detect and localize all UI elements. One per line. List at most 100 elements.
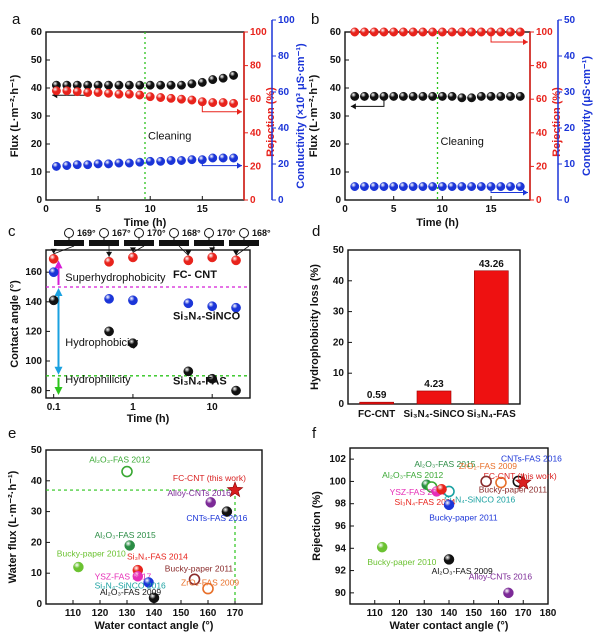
data-point	[457, 93, 467, 103]
y-tick-label: 96	[335, 521, 347, 532]
category-label: Si₃N₄-FAS	[467, 409, 516, 420]
data-point	[166, 93, 176, 103]
droplet	[239, 228, 249, 238]
arrowhead	[523, 39, 528, 45]
data-point	[83, 160, 93, 170]
data-point	[48, 295, 59, 306]
data-point	[467, 93, 477, 103]
y3-tick-label: 20	[278, 159, 290, 170]
data-point	[376, 541, 388, 553]
bar	[416, 390, 452, 405]
point-label: Bucky-paper 2011	[479, 485, 548, 495]
arrowhead	[185, 250, 192, 256]
panel-letter: f	[312, 425, 317, 442]
point-label: ZrO₂-FAS 2009	[459, 461, 517, 471]
y-tick-label: 10	[31, 167, 43, 178]
data-point	[51, 86, 61, 96]
y2-tick-label: 100	[250, 27, 267, 38]
substrate-bar	[159, 240, 189, 246]
point-label: Al₂O₃-FAS 2009	[100, 587, 161, 597]
droplet-angle: 169°	[77, 228, 96, 238]
panel-d: d 0 10 20 30 40 50 Hydrophobicity loss (%) 0.59 F…	[309, 223, 521, 420]
data-point	[231, 385, 241, 396]
data-point	[104, 88, 113, 98]
x-tick-label: 110	[367, 608, 384, 619]
data-point	[360, 182, 369, 192]
data-point	[496, 182, 506, 192]
bar-value-label: 43.26	[479, 259, 504, 270]
y-tick-label: 0	[338, 399, 344, 410]
y-tick-label: 50	[31, 55, 43, 66]
x-tick-label: 150	[173, 608, 190, 619]
data-point	[229, 153, 239, 163]
point-label: Si₃N₄-SiNCO 2016	[95, 581, 166, 591]
substrate-bar	[194, 240, 224, 246]
droplet-pointer	[235, 245, 250, 256]
y-tick-label: 160	[25, 267, 42, 278]
point-label: YSZ-FAS 2017	[95, 571, 152, 581]
data-point	[207, 301, 218, 312]
data-point	[369, 27, 379, 37]
star-marker	[514, 473, 532, 490]
panel-letter: e	[8, 425, 16, 442]
data-point	[218, 98, 228, 108]
data-point	[93, 159, 103, 169]
y3-tick-label: 40	[278, 123, 290, 134]
arrowhead	[237, 108, 242, 115]
y-tick-label: 30	[31, 111, 43, 122]
data-point	[48, 254, 59, 264]
data-point	[476, 91, 486, 101]
point-label: Bucky-paper 2011	[429, 512, 498, 522]
arrowhead	[54, 260, 63, 269]
data-point	[428, 27, 438, 37]
droplet-pointer	[53, 245, 75, 255]
arrowhead	[209, 247, 216, 253]
y-tick-label: 30	[333, 307, 345, 318]
y3-tick-label: 80	[278, 51, 290, 62]
data-point	[177, 156, 186, 165]
data-point	[208, 75, 218, 85]
data-point	[145, 156, 155, 166]
y-tick-label: 50	[333, 245, 345, 256]
point-label: Si₃N₄-FAS 2014	[395, 497, 456, 507]
data-point	[187, 95, 197, 105]
data-point	[166, 80, 176, 90]
data-point	[124, 158, 134, 168]
data-point	[398, 27, 408, 37]
y-tick-label: 30	[31, 507, 43, 518]
y3-tick-label: 20	[564, 123, 576, 134]
data-point	[177, 94, 186, 104]
substrate-bar	[89, 240, 119, 246]
data-point	[218, 73, 228, 83]
data-point	[197, 77, 207, 87]
droplet	[204, 228, 214, 238]
point-label: Al₂O₃-FAS 2009	[432, 566, 493, 576]
data-point	[187, 79, 197, 89]
region-label: Hydrophobicity	[65, 337, 138, 349]
droplet	[134, 228, 144, 238]
x-tick-label: 10	[207, 402, 219, 413]
x-tick-label: 0	[342, 204, 348, 215]
data-point	[156, 80, 166, 90]
threshold-label: Superhydrophobicity	[65, 272, 166, 284]
data-point	[128, 252, 138, 263]
droplet	[169, 228, 179, 238]
y3-tick-label: 40	[564, 51, 576, 62]
data-point	[166, 156, 176, 165]
data-point	[114, 80, 124, 90]
data-point	[476, 182, 486, 192]
data-point	[389, 91, 399, 101]
y3-axis-label: Conductivity (×10³ μS·cm⁻¹)	[295, 43, 307, 189]
x-axis-label: Time (h)	[124, 217, 167, 229]
data-point	[229, 70, 239, 80]
point-label: Al₂O₃-FAS 2015	[414, 459, 475, 469]
data-point	[135, 157, 145, 167]
point-label: Bucky-paper 2010	[367, 557, 436, 567]
data-point	[231, 255, 241, 266]
data-point	[408, 91, 418, 101]
data-point	[360, 91, 369, 101]
data-point	[486, 182, 496, 192]
y3-tick-label: 10	[564, 159, 576, 170]
data-point	[104, 80, 113, 90]
data-point	[418, 27, 428, 37]
